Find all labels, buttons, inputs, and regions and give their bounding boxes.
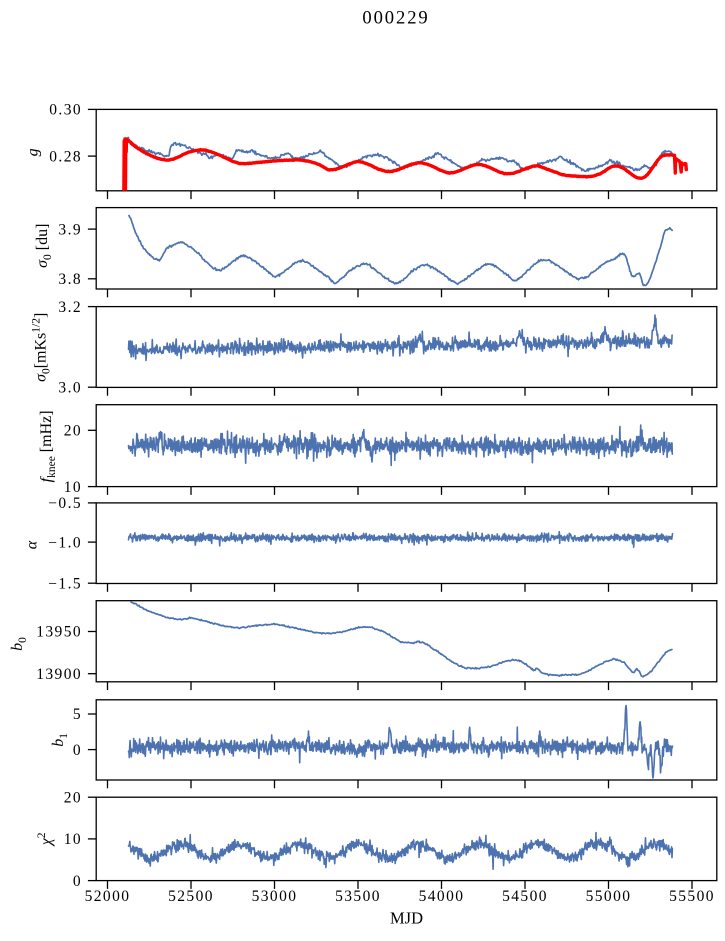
svg-text:MJD: MJD — [390, 909, 423, 928]
svg-text:0: 0 — [73, 873, 82, 890]
svg-text:10: 10 — [64, 479, 82, 496]
svg-text:53000: 53000 — [252, 888, 298, 905]
svg-text:0.30: 0.30 — [49, 102, 82, 119]
svg-text:3.8: 3.8 — [58, 271, 82, 288]
svg-text:3.9: 3.9 — [58, 221, 82, 238]
svg-text:20: 20 — [64, 423, 82, 440]
svg-text:−1.5: −1.5 — [48, 575, 82, 592]
svg-text:5: 5 — [73, 706, 82, 723]
svg-text:σ0 [du]: σ0 [du] — [34, 224, 54, 268]
svg-text:13900: 13900 — [36, 666, 82, 683]
svg-text:0: 0 — [73, 742, 82, 759]
svg-text:−0.5: −0.5 — [48, 495, 82, 512]
svg-text:000229: 000229 — [362, 7, 429, 28]
svg-text:54000: 54000 — [419, 888, 465, 905]
svg-text:52500: 52500 — [168, 888, 214, 905]
svg-text:b1: b1 — [50, 733, 69, 747]
svg-text:10: 10 — [64, 831, 82, 848]
svg-text:53500: 53500 — [335, 888, 381, 905]
svg-text:55500: 55500 — [669, 888, 715, 905]
svg-text:b0: b0 — [9, 637, 29, 651]
svg-text:−1.0: −1.0 — [48, 534, 82, 551]
svg-text:52000: 52000 — [85, 888, 131, 905]
svg-text:20: 20 — [64, 789, 82, 806]
svg-text:g: g — [25, 148, 42, 156]
svg-text:0.28: 0.28 — [49, 148, 82, 165]
svg-text:3.2: 3.2 — [58, 299, 82, 316]
svg-text:α: α — [24, 540, 41, 549]
svg-text:3.0: 3.0 — [58, 379, 82, 396]
svg-text:13950: 13950 — [36, 624, 82, 641]
svg-text:55000: 55000 — [586, 888, 632, 905]
svg-text:54500: 54500 — [502, 888, 548, 905]
svg-text:χ2: χ2 — [36, 832, 55, 847]
